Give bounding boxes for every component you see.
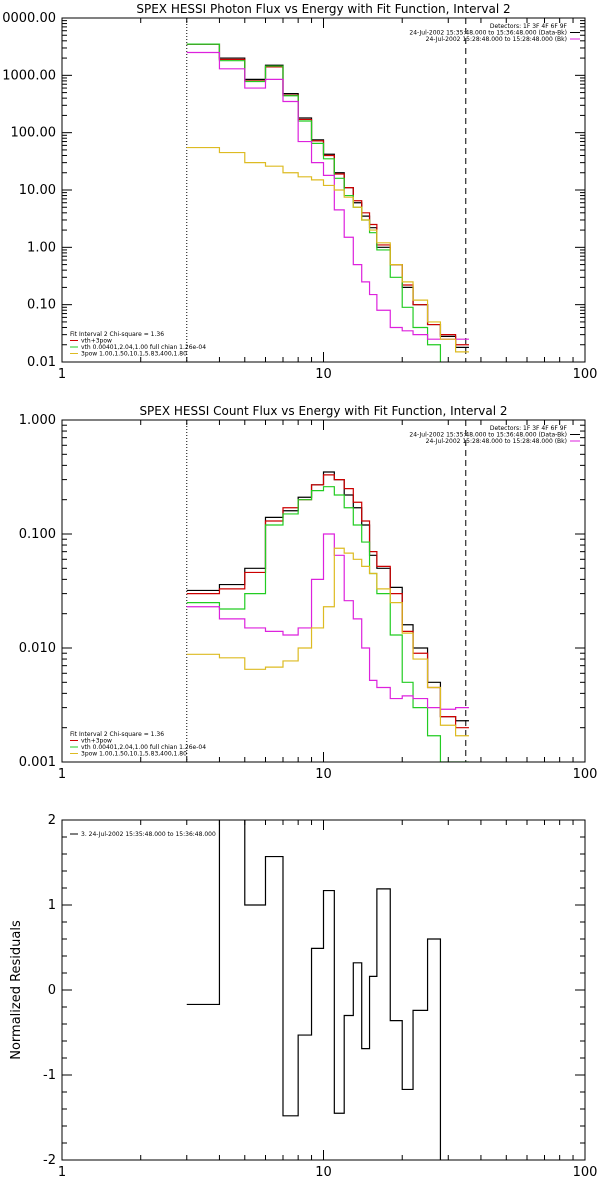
chart-2-series-4-line xyxy=(186,533,469,710)
chart-3-ytick-label: 0 xyxy=(48,983,56,998)
chart-1-ytick-label: 0.01 xyxy=(27,355,56,370)
chart-1-info-line: Detectors: 1F 3F 4F 6F 9F xyxy=(490,23,568,30)
chart-2-group: SPEX HESSI Count Flux vs Energy with Fit… xyxy=(19,404,598,782)
chart-1-xtick-label: 1 xyxy=(58,367,66,382)
chart-1-legend-entry: 3pow 1.00,1.50,10.1,5.83,400,1.80 xyxy=(81,351,187,358)
chart-1-ytick-label: 100.00 xyxy=(11,126,57,141)
chart-3-group: 1 10 100 -2 -1 0 1 2 Normalized Residuals 3. 24-J… xyxy=(9,813,598,1180)
chart-1-title: SPEX HESSI Photon Flux vs Energy with Fi… xyxy=(136,2,510,16)
chart-3-ytick-label: 1 xyxy=(48,898,56,913)
chart-1-series-3-line xyxy=(186,43,442,362)
chart-2-info-line: 24-Jul-2002 15:35:48.000 to 15:36:48.000… xyxy=(409,432,567,439)
chart-3-ytick-label: -1 xyxy=(43,1068,56,1083)
chart-2-frame xyxy=(61,419,586,763)
chart-1-series-5-line xyxy=(186,146,469,353)
chart-3-xtick-label: 1 xyxy=(58,1165,66,1180)
chart-1-ytick-label: 1.00 xyxy=(27,240,56,255)
chart-2-title: SPEX HESSI Count Flux vs Energy with Fit… xyxy=(139,404,507,418)
chart-2-ytick-label: 0.010 xyxy=(19,641,56,656)
chart-1-ytick-label: 0000.00 xyxy=(2,11,56,26)
chart-2-ytick-label: 0.001 xyxy=(19,755,56,770)
chart-2-series-5-line xyxy=(186,547,469,737)
chart-3-series-1-line xyxy=(186,820,442,1160)
chart-1-ytick-label: 10.00 xyxy=(19,183,56,198)
chart-2-legend-entry: vth+3pow xyxy=(81,738,112,745)
chart-2-series-1-line xyxy=(186,471,469,722)
chart-2-series-3-line xyxy=(186,486,469,762)
chart-1-xtick-label: 100 xyxy=(573,367,598,382)
chart-1-legend-entry: vth+3pow xyxy=(81,338,112,345)
chart-1-legend-entry: Fit Interval 2 Chi-square = 1.36 xyxy=(70,331,164,338)
chart-2-ytick-label: 0.100 xyxy=(19,527,56,542)
chart-2-xtick-label: 1 xyxy=(58,767,66,782)
chart-2-xtick-label: 100 xyxy=(573,767,598,782)
chart-2-series-2-line xyxy=(186,474,469,729)
chart-1-frame xyxy=(61,17,586,363)
chart-1-series-4-line xyxy=(186,51,469,340)
chart-1-series-2-line xyxy=(186,43,469,346)
chart-2-info-line: Detectors: 1F 3F 4F 6F 9F xyxy=(490,425,568,432)
chart-3-xtick-label: 10 xyxy=(315,1165,332,1180)
chart-2-info-line: 24-Jul-2002 15:28:48.000 to 15:28:48.000… xyxy=(426,438,567,445)
chart-2-ytick-label: 1.000 xyxy=(19,413,56,428)
chart-2-legend-entry: Fit Interval 2 Chi-square = 1.36 xyxy=(70,731,164,738)
chart-3-frame xyxy=(61,819,586,1161)
chart-1-series-1-line xyxy=(186,43,469,348)
chart-1-legend-entry: vth 0.00401,2.04,1.00 full chian 1.26e-0… xyxy=(81,344,206,351)
chart-3-ylabel: Normalized Residuals xyxy=(9,920,24,1060)
chart-1-ytick-label: 0.10 xyxy=(27,298,56,313)
chart-3-xtick-label: 100 xyxy=(573,1165,598,1180)
chart-2-legend-entry: vth 0.00401,2.04,1.00 full chian 1.26e-0… xyxy=(81,744,206,751)
chart-1-info-line: 24-Jul-2002 15:28:48.000 to 15:28:48.000… xyxy=(426,36,567,43)
chart-3-ytick-label: -2 xyxy=(43,1153,56,1168)
chart-1-group: SPEX HESSI Photon Flux vs Energy with Fi… xyxy=(2,2,597,382)
chart-2-legend-entry: 3pow 1.00,1.50,10.1,5.83,400,1.80 xyxy=(81,751,187,758)
chart-1-info-line: 24-Jul-2002 15:35:48.000 to 15:36:48.000… xyxy=(409,30,567,37)
chart-1-ytick-label: 1000.00 xyxy=(2,68,56,83)
chart-3-ytick-label: 2 xyxy=(48,813,56,828)
chart-1-xtick-label: 10 xyxy=(315,367,332,382)
chart-3-legend-entry: 3. 24-Jul-2002 15:35:48.000 to 15:36:48.… xyxy=(81,831,216,838)
chart-2-xtick-label: 10 xyxy=(315,767,332,782)
